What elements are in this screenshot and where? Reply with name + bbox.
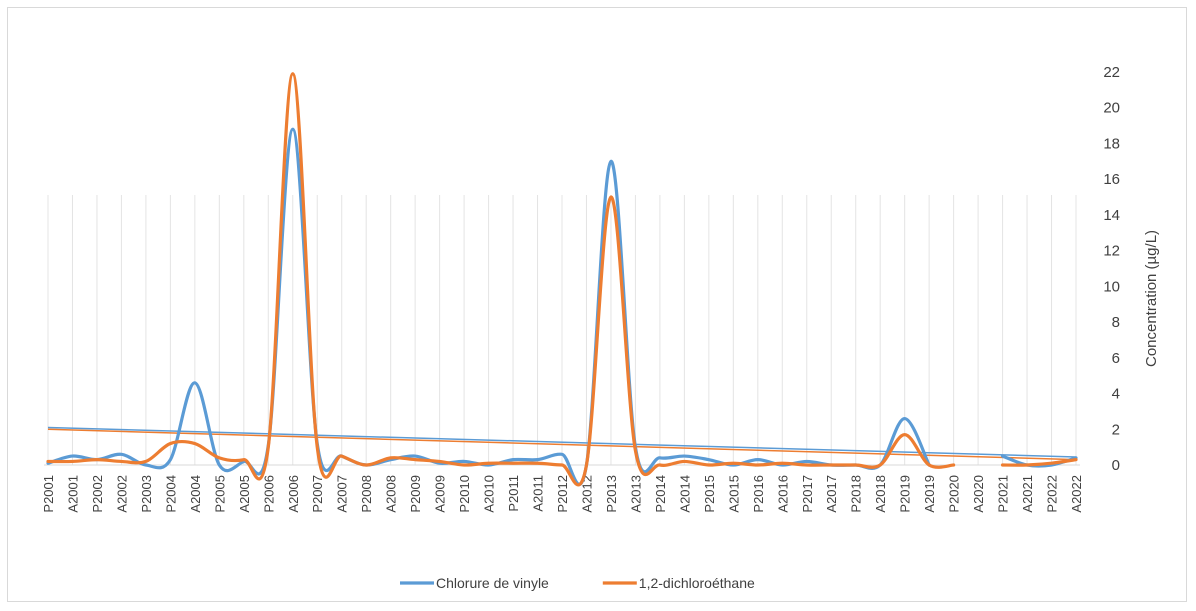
x-tick-label: A2015 — [726, 475, 741, 513]
x-tick-label: P2007 — [310, 475, 325, 513]
x-tick-label: A2018 — [873, 475, 888, 513]
x-tick-label: A2016 — [775, 475, 790, 513]
x-tick-label: P2011 — [506, 475, 521, 512]
x-tick-label: P2005 — [212, 475, 227, 513]
y-tick-label: 14 — [1103, 207, 1120, 224]
x-tick-label: A2001 — [65, 475, 80, 513]
x-tick-label: A2010 — [482, 475, 497, 513]
x-tick-label: A2021 — [1020, 475, 1035, 513]
x-tick-label: A2008 — [384, 475, 399, 513]
series-line — [1000, 458, 1078, 467]
x-tick-label: P2014 — [653, 475, 668, 513]
x-tick-label: P2022 — [1045, 475, 1060, 513]
x-tick-label: A2013 — [628, 475, 643, 513]
x-tick-label: P2019 — [898, 475, 913, 513]
y-tick-label: 4 — [1112, 386, 1120, 403]
x-tick-label: A2022 — [1069, 475, 1084, 513]
x-tick-label: P2013 — [604, 475, 619, 513]
x-tick-label: A2020 — [971, 475, 986, 513]
x-tick-label: P2010 — [457, 475, 472, 513]
trendline — [47, 426, 1077, 458]
y-tick-label: 18 — [1103, 135, 1120, 152]
x-tick-label: A2009 — [433, 475, 448, 513]
x-tick-label: P2017 — [800, 475, 815, 513]
x-tick-label: P2004 — [163, 475, 178, 513]
x-tick-label: P2009 — [408, 475, 423, 513]
series-line — [46, 72, 956, 487]
x-tick-label: P2016 — [751, 475, 766, 513]
trendline — [47, 428, 1077, 461]
x-tick-label: P2021 — [996, 475, 1011, 513]
x-tick-label: A2019 — [922, 475, 937, 513]
y-tick-label: 20 — [1103, 100, 1120, 117]
x-tick-label: P2006 — [261, 475, 276, 513]
x-tick-label: P2001 — [41, 475, 56, 513]
x-tick-label: A2005 — [237, 475, 252, 513]
x-tick-label: A2014 — [677, 475, 692, 513]
x-tick-label: P2020 — [947, 475, 962, 513]
x-tick-label: A2002 — [114, 475, 129, 513]
x-tick-label: P2012 — [555, 475, 570, 513]
y-tick-label: 16 — [1103, 171, 1120, 188]
y-tick-label: 0 — [1112, 457, 1120, 474]
x-tick-label: A2011 — [531, 475, 546, 512]
x-tick-label: A2012 — [579, 475, 594, 513]
x-tick-label: A2004 — [188, 475, 203, 513]
y-axis-label: Concentration (µg/L) — [1143, 230, 1160, 367]
x-tick-label: P2003 — [139, 475, 154, 513]
legend-label: Chlorure de vinyle — [436, 575, 549, 591]
x-tick-label: P2002 — [90, 475, 105, 513]
x-tick-label: A2007 — [335, 475, 350, 513]
x-tick-label: P2015 — [702, 475, 717, 513]
y-tick-label: 12 — [1103, 243, 1120, 260]
y-tick-label: 6 — [1112, 350, 1120, 367]
x-tick-label: A2017 — [824, 475, 839, 513]
x-tick-label: P2018 — [849, 475, 864, 513]
y-tick-label: 2 — [1112, 421, 1120, 438]
x-tick-label: P2008 — [359, 475, 374, 513]
y-tick-label: 8 — [1112, 314, 1120, 331]
y-tick-label: 22 — [1103, 64, 1120, 81]
x-tick-label: A2006 — [286, 475, 301, 513]
y-tick-label: 10 — [1103, 278, 1120, 295]
legend-label: 1,2-dichloroéthane — [639, 575, 755, 591]
